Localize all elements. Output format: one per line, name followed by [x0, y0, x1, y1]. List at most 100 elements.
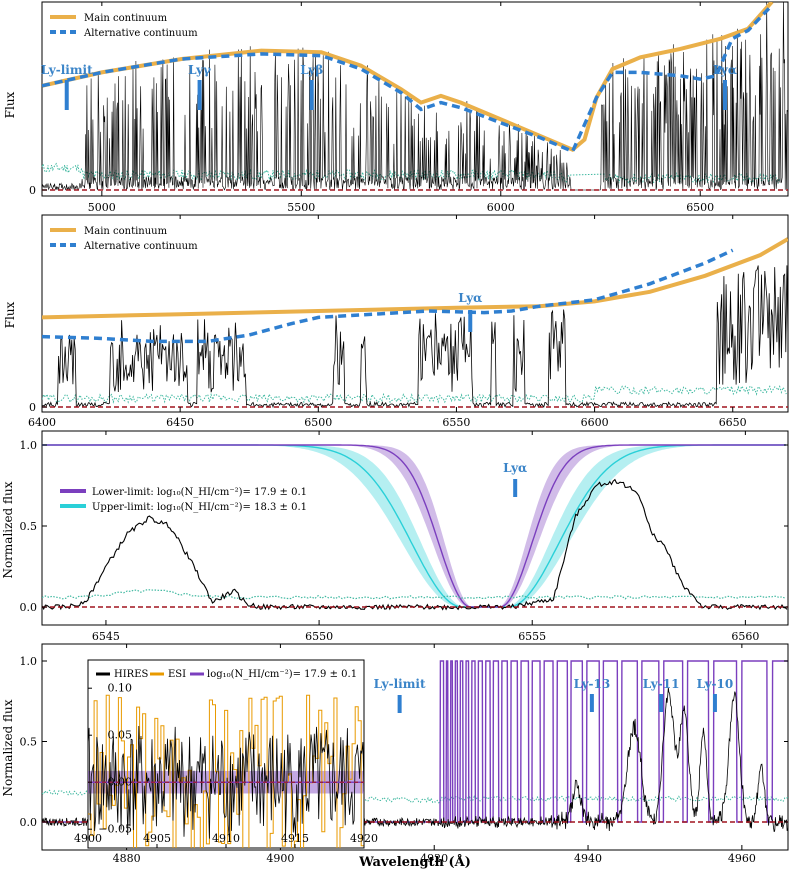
legend-upper-label: Upper-limit: log₁₀(N_HI/cm⁻²)= 18.3 ± 0.…: [92, 502, 307, 513]
flux-spectrum: [42, 265, 788, 409]
panel-a-xtick-6500: 6500: [686, 201, 714, 214]
inset-plot: HIRES ESI log₁₀(N_HI/cm⁻²)= 17.9 ± 0.1 −…: [74, 659, 378, 849]
legend-lower-label: Lower-limit: log₁₀(N_HI/cm⁻²)= 17.9 ± 0.…: [92, 487, 307, 498]
label-marker: [397, 695, 402, 713]
panel-a-xtick-5500: 5500: [287, 201, 315, 214]
lower-limit-band: [42, 445, 786, 607]
panel-b-xtick-6550: 6550: [442, 416, 470, 429]
inset-legend-hires: HIRES: [114, 669, 149, 680]
panel-c-clip-group: [42, 444, 788, 611]
legend-main-label: Main continuum: [84, 226, 168, 237]
alt-continuum: [42, 3, 774, 154]
inset-ytick-000: 0.00: [108, 776, 133, 789]
panel-a-xtick-5000: 5000: [88, 201, 116, 214]
panel-d-xtick-4900: 4900: [266, 852, 294, 865]
inset-xtick-4900: 4900: [74, 832, 102, 845]
panel-c-plot: [42, 431, 788, 625]
panel-c-ytick-1: 1.0: [20, 439, 38, 452]
label-ly-beta: Lyβ: [300, 63, 323, 77]
lower-limit-model: [42, 444, 786, 608]
inset-clip-group: [88, 694, 364, 848]
panel-b-xtick-6450: 6450: [166, 416, 194, 429]
upper-limit-band: [42, 445, 786, 607]
panel-b-clip-group: [42, 237, 788, 409]
flux-spectrum: [42, 2, 788, 191]
inset-ytick-005: 0.05: [108, 729, 133, 742]
legend-alt-label: Alternative continuum: [83, 241, 198, 252]
panel-c-xtick-6560: 6560: [731, 630, 759, 643]
label-ly-11: Ly-11: [643, 677, 680, 691]
inset-legend: HIRES ESI log₁₀(N_HI/cm⁻²)= 17.9 ± 0.1: [96, 669, 357, 680]
error-spectrum: [42, 588, 786, 600]
panel-b-plot: [41, 215, 788, 412]
label-marker: [468, 310, 473, 332]
panel-c-ytick-0-5: 0.5: [20, 520, 38, 533]
inset-legend-esi: ESI: [168, 669, 186, 680]
legend-alt-label: Alternative continuum: [83, 28, 198, 39]
panel-d-frame: [41, 643, 789, 851]
panel-b: Flux 0 Main continuum Alternative contin…: [3, 214, 789, 429]
label-marker: [722, 80, 727, 110]
label-marker: [64, 80, 69, 110]
panel-d-xtick-4940: 4940: [574, 852, 602, 865]
inset-xtick-4920: 4920: [350, 832, 378, 845]
panel-c-ylabel: Normalized flux: [1, 481, 15, 578]
label-marker: [197, 80, 202, 110]
panel-a-ylabel: Flux: [3, 91, 17, 118]
panel-a-legend: Main continuum Alternative continuum: [50, 13, 198, 39]
inset-xtick-4905: 4905: [143, 832, 171, 845]
panel-d-xtick-4880: 4880: [113, 852, 141, 865]
label-ly-13: Ly-13: [574, 677, 611, 691]
x-axis-label: Wavelength (Å): [358, 854, 471, 870]
panel-c-frame: [41, 430, 789, 626]
panel-d-ytick-1: 1.0: [20, 655, 38, 668]
panel-a: Flux 0 Main continuum Alternative contin…: [3, 1, 789, 214]
legend-main-label: Main continuum: [84, 13, 168, 24]
panel-a-xtick-6000: 6000: [487, 201, 515, 214]
panel-d-ytick-0: 0.0: [20, 816, 38, 829]
inset-xtick-4910: 4910: [212, 832, 240, 845]
label-marker: [659, 694, 664, 712]
panel-d: Normalized flux 0.0 0.5 1.0 4880 4900 49…: [1, 643, 789, 870]
label-ly-limit: Ly-limit: [374, 677, 426, 691]
panel-c-legend: Lower-limit: log₁₀(N_HI/cm⁻²)= 17.9 ± 0.…: [60, 487, 307, 513]
panel-c-xtick-6555: 6555: [518, 630, 546, 643]
label-ly-alpha: Lyα: [458, 291, 482, 305]
inset-data: [87, 687, 365, 848]
main-continuum: [42, 2, 774, 153]
label-marker: [513, 479, 518, 497]
panel-d-xtick-4920: 4920: [420, 852, 448, 865]
panel-b-legend: Main continuum Alternative continuum: [50, 226, 198, 252]
error-spectrum: [42, 384, 787, 405]
inset-esi-spectrum: [88, 694, 364, 848]
panel-c-xtick-6550: 6550: [305, 630, 333, 643]
inset-ytick-m005: −0.05: [98, 823, 132, 836]
inset-xtick-4915: 4915: [281, 832, 309, 845]
label-ly-alpha: Lyα: [713, 63, 737, 77]
panel-d-ylabel: Normalized flux: [1, 699, 15, 796]
alt-continuum: [42, 248, 734, 344]
panel-a-plot: [41, 2, 788, 196]
inset-ytick-010: 0.10: [108, 682, 133, 695]
panel-a-frame: [41, 1, 789, 197]
panel-b-xtick-6650: 6650: [719, 416, 747, 429]
label-ly-10: Ly-10: [697, 677, 734, 691]
panel-b-ytick-0: 0: [29, 401, 36, 414]
label-marker: [309, 80, 314, 110]
panel-b-xtick-6400: 6400: [28, 416, 56, 429]
panel-b-xtick-6600: 6600: [581, 416, 609, 429]
label-ly-alpha: Lyα: [503, 461, 527, 475]
panel-c: Normalized flux 0.0 0.5 1.0 Lower-limit:…: [1, 430, 789, 643]
label-ly-limit: Ly-limit: [41, 63, 93, 77]
panel-d-ytick-0-5: 0.5: [20, 736, 38, 749]
label-ly-gamma: Lyγ: [188, 63, 211, 77]
label-marker: [712, 694, 717, 712]
main-continuum: [42, 237, 788, 320]
inset-hires-spectrum: [88, 725, 364, 839]
label-marker: [589, 694, 594, 712]
panel-d-xtick-4960: 4960: [728, 852, 756, 865]
panel-b-xtick-6500: 6500: [304, 416, 332, 429]
panel-c-ytick-0: 0.0: [20, 601, 38, 614]
flux-group: [42, 2, 788, 191]
